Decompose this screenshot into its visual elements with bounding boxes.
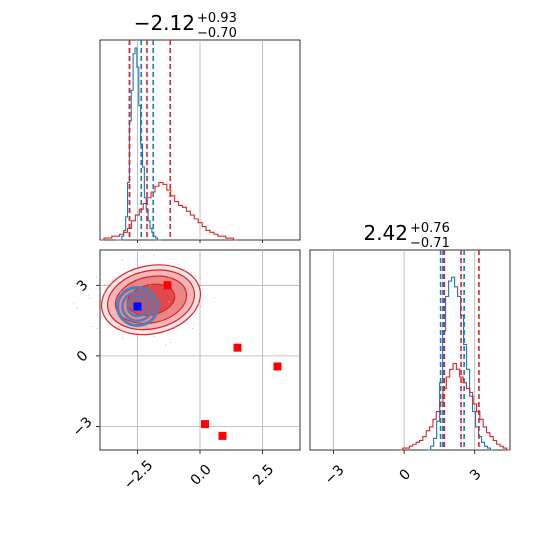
x-tick-label: 0: [396, 466, 414, 484]
panel-title-plus: +0.93: [197, 11, 237, 26]
blue-marker: [133, 302, 142, 311]
sample-point: [96, 314, 98, 316]
y-tick-label: 3: [74, 277, 92, 295]
sample-point: [121, 259, 123, 261]
panel-title-value: −2.12: [134, 11, 195, 35]
blue-density-contour: [131, 300, 144, 313]
sample-point: [100, 316, 102, 318]
sample-point: [121, 337, 124, 339]
sample-point: [119, 291, 121, 293]
panel-title-value: 2.42: [363, 221, 408, 245]
sample-point: [147, 274, 150, 276]
sample-point: [169, 341, 171, 344]
panel-title-plus: +0.76: [410, 221, 450, 236]
sample-point: [183, 308, 186, 310]
sample-point: [73, 303, 75, 305]
sample-point: [168, 309, 171, 311]
sample-point: [104, 292, 106, 294]
marginal-histogram-y-panel: −3 0 3 2.42 +0.76−0.71: [309, 221, 511, 488]
sample-point: [89, 297, 91, 300]
sample-point: [180, 295, 182, 297]
joint-scatter-panel: −2.5 0.0 2.5 −3 0 3: [70, 249, 301, 493]
sample-point: [164, 344, 167, 346]
sample-point: [164, 265, 166, 267]
sample-point: [198, 302, 200, 304]
blue-density-contour: [126, 295, 149, 318]
sample-point: [137, 318, 139, 320]
sample-point: [174, 327, 176, 329]
sample-point: [109, 307, 111, 309]
y-tick-label: −3: [70, 414, 96, 440]
sample-point: [153, 254, 155, 256]
marginal-histogram-x-panel: −2.12 +0.93−0.70: [99, 11, 301, 243]
x-tick-label: −3: [322, 462, 348, 488]
sample-point: [113, 276, 115, 278]
sample-point: [169, 264, 171, 267]
sample-point: [133, 267, 135, 269]
sample-point: [128, 280, 130, 282]
x-tick-label: 0.0: [188, 462, 215, 489]
sample-point: [112, 279, 114, 281]
sample-point: [105, 295, 107, 297]
sample-point: [194, 275, 197, 277]
sample-point: [177, 294, 179, 296]
sample-point: [118, 326, 120, 328]
sample-point: [193, 324, 195, 326]
red-marker: [201, 420, 209, 429]
sample-point: [168, 276, 170, 278]
sample-point: [213, 297, 215, 299]
sample-point: [192, 327, 194, 330]
sample-point: [87, 294, 89, 296]
sample-point: [161, 320, 163, 322]
x-tick-label: 3: [467, 466, 485, 484]
panel-title-minus: −0.70: [197, 26, 237, 41]
sample-point: [200, 277, 202, 279]
sample-point: [76, 307, 78, 309]
blue-density-contour: [121, 290, 154, 322]
y-tick-label: 0: [74, 348, 92, 366]
sample-point: [162, 318, 164, 320]
sample-point: [190, 286, 192, 289]
red-histogram-series: [399, 363, 510, 451]
sample-point: [153, 335, 155, 338]
sample-point: [122, 326, 124, 328]
sample-point: [176, 324, 178, 326]
sample-point: [168, 301, 170, 303]
sample-point: [200, 306, 202, 308]
x-tick-label: 2.5: [250, 462, 277, 489]
red-histogram-series: [100, 181, 238, 241]
sample-point: [126, 282, 129, 285]
blue-density-contour: [116, 285, 159, 327]
sample-point: [149, 284, 152, 286]
sample-point: [184, 311, 187, 313]
red-marker: [218, 431, 227, 440]
sample-point: [140, 316, 142, 319]
sample-point: [144, 275, 146, 277]
sample-point: [95, 276, 98, 278]
sample-point: [146, 325, 148, 328]
red-marker: [273, 362, 282, 371]
sample-point: [142, 327, 144, 329]
panel-frame: [309, 249, 511, 451]
panel-title-minus: −0.71: [410, 236, 450, 251]
sample-point: [91, 325, 93, 328]
sample-point: [96, 327, 98, 330]
x-tick-label: −2.5: [121, 457, 156, 492]
red-marker: [233, 343, 242, 352]
red-marker: [163, 281, 172, 290]
sample-point: [137, 265, 139, 267]
